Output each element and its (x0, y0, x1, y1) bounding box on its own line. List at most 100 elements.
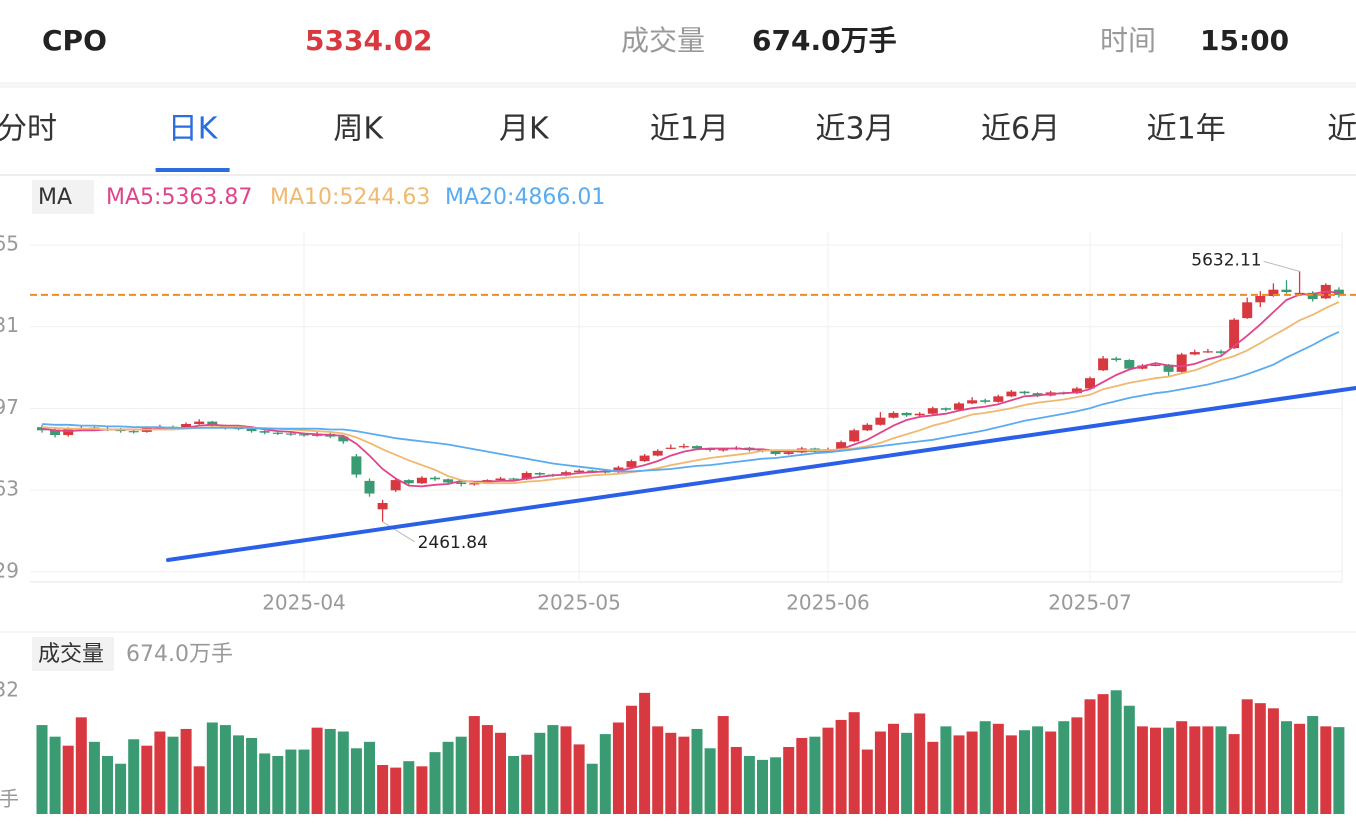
volume-legend-value: 674.0万手 (126, 642, 233, 667)
candle-body (443, 479, 454, 483)
volume-bar (940, 726, 952, 814)
volume-bar (1320, 726, 1332, 814)
volume-bar (1176, 721, 1188, 814)
y-tick-label: 1829 (0, 558, 19, 582)
candle-body (993, 396, 1004, 402)
volume-bar (888, 723, 899, 814)
volume-bar (717, 716, 729, 814)
volume-bar (403, 761, 415, 814)
candle-body (1189, 352, 1200, 355)
volume-bar (835, 719, 847, 814)
candle-body (678, 446, 689, 448)
volume-bar (1005, 735, 1017, 814)
volume-bar (1202, 726, 1214, 814)
volume-bar (49, 736, 61, 814)
volume-bar (665, 732, 677, 814)
volume-bar (1084, 699, 1096, 814)
volume-bar (1110, 690, 1122, 814)
x-tick-label: 2025-07 (1048, 591, 1132, 615)
volume-bar (1215, 726, 1227, 814)
y-tick-label: 4931 (0, 313, 19, 337)
candle-body (207, 421, 218, 426)
candle-body (967, 400, 978, 404)
tab[interactable]: 日K (168, 112, 219, 147)
volume-bar (115, 763, 127, 814)
volume-bar (102, 756, 113, 814)
candle-body (954, 403, 964, 410)
tab[interactable]: 分时 (0, 112, 57, 147)
volume: 674.0万手 (752, 24, 897, 57)
volume-bar (75, 717, 87, 814)
candle-body (390, 480, 401, 491)
low-label: 2461.84 (418, 533, 488, 553)
candle-body (1176, 354, 1187, 372)
candle-body (888, 412, 899, 418)
x-tick-label: 2025-06 (786, 591, 870, 615)
candle-body (1124, 359, 1135, 369)
y-tick-label: 5965 (0, 232, 19, 256)
candle-body (1307, 292, 1318, 300)
candle-body (534, 472, 545, 475)
tab[interactable]: 近1年 (1147, 112, 1226, 147)
volume-bar (822, 727, 834, 814)
y-tick-label: 万手 (0, 787, 19, 811)
candle-body (1229, 319, 1240, 349)
tab[interactable]: 近3 (1327, 112, 1356, 147)
ma-legend-title: MA (38, 185, 72, 210)
volume-bar (167, 736, 179, 814)
volume-bar (678, 736, 690, 814)
volume-bar (901, 732, 913, 814)
candle-body (1281, 289, 1292, 293)
candle-body (718, 449, 729, 451)
candle-body (1242, 302, 1253, 319)
candle-body (940, 408, 951, 410)
volume-bar (1228, 734, 1240, 814)
tab[interactable]: 月K (499, 112, 550, 147)
candle-body (521, 472, 532, 480)
volume-bar (1097, 694, 1109, 814)
y-tick-label: 1032 (0, 678, 19, 702)
tab-indicator (155, 168, 230, 172)
candle-body (1006, 391, 1017, 397)
candle-body (770, 450, 781, 455)
candle-body (351, 456, 362, 475)
candle-body (469, 483, 480, 485)
volume-bar (1071, 717, 1083, 814)
volume-bar (233, 735, 244, 814)
candle-body (416, 477, 427, 484)
volume-bar (953, 735, 965, 814)
volume-bar (966, 731, 978, 814)
grid (30, 232, 1342, 582)
candle-body (1202, 351, 1213, 353)
volume-bar (416, 766, 428, 814)
tab[interactable]: 近1月 (650, 112, 729, 147)
price: 5334.02 (305, 24, 433, 57)
volume-bar (704, 748, 716, 814)
volume-bar (390, 767, 402, 814)
x-tick-label: 2025-05 (537, 591, 621, 615)
ma-legend: MA10:5244.63 (270, 185, 430, 210)
candle-body (1032, 393, 1043, 396)
candle-body (430, 477, 440, 480)
volume-bar (1189, 726, 1201, 814)
volume-bar (1241, 699, 1253, 814)
volume-bar (743, 756, 755, 814)
volume-bar (350, 748, 362, 814)
candle-body (1019, 391, 1030, 394)
candle-body (364, 480, 375, 494)
tab[interactable]: 近6月 (981, 112, 1060, 147)
volume-bar (481, 725, 493, 814)
symbol: CPO (42, 24, 107, 57)
volume-bar (508, 756, 520, 814)
legend-box (32, 180, 94, 214)
volume-bar (1307, 716, 1319, 814)
candle-body (927, 408, 938, 414)
candle-body (1085, 378, 1095, 389)
tab[interactable]: 周K (333, 112, 384, 147)
tab[interactable]: 近3月 (815, 112, 894, 147)
volume-bar (770, 757, 782, 814)
volume-bar (311, 727, 323, 814)
candle-body (1163, 364, 1174, 372)
candle-body (875, 417, 886, 425)
